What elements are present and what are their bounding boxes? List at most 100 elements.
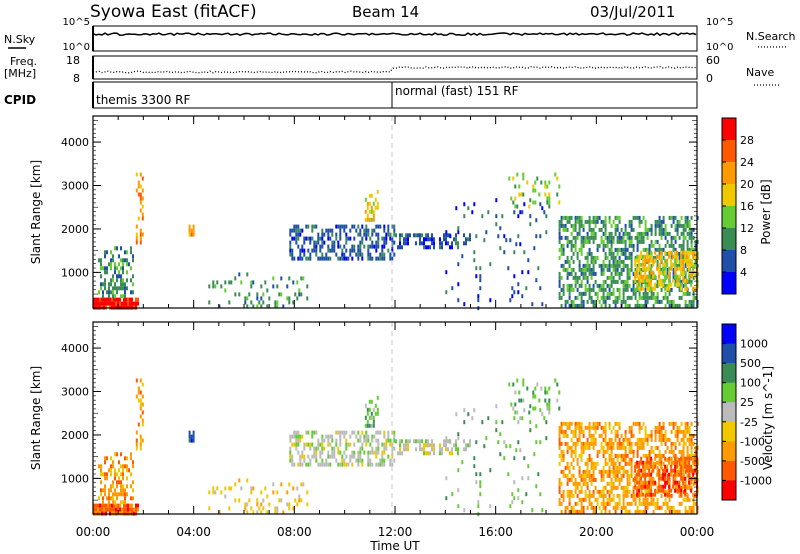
velocity-cell-999: [602, 445, 605, 450]
power-cell-780: [566, 239, 569, 244]
power-cell-176: [139, 192, 142, 197]
power-cell-1425: [672, 215, 675, 220]
power-cell-1613: [642, 258, 645, 263]
power-cell-312: [307, 236, 310, 241]
velocity-cell-807: [570, 461, 573, 466]
velocity-cell-244: [274, 510, 277, 515]
power-cell-494: [389, 256, 392, 261]
velocity-cell-1675: [662, 472, 665, 477]
power-cell-329: [315, 244, 318, 249]
power-cell-1437: [674, 227, 677, 232]
velocity-cell-61: [135, 507, 137, 512]
power-cell-1040: [608, 235, 611, 240]
velocity-cell-1285: [646, 453, 649, 458]
power-cell-1317: [650, 295, 653, 300]
power-cell-1091: [614, 295, 617, 300]
velocity-cell-94: [110, 464, 112, 469]
power-cell-121: [118, 262, 120, 267]
power-cell-1128: [620, 259, 623, 264]
power-cell-326: [313, 248, 316, 253]
power-colorbar-tick-label-1: 24: [740, 156, 754, 169]
power-cell-985: [600, 219, 603, 224]
velocity-cell-801: [570, 421, 573, 426]
velocity-cell-379: [339, 430, 342, 435]
velocity-cell-142: [124, 464, 126, 469]
power-cell-1233: [636, 303, 639, 308]
power-cell-582: [445, 241, 447, 246]
power-cell-609: [457, 230, 460, 235]
power-cell-1007: [602, 283, 605, 288]
velocity-cell-667: [523, 408, 526, 413]
power-cell-117: [116, 278, 118, 283]
power-cell-936: [590, 259, 593, 264]
power-cell-661: [517, 290, 520, 295]
power-cell-72: [100, 286, 102, 291]
power-cell-1423: [670, 299, 673, 304]
power-cell-1118: [618, 271, 621, 276]
power-cell-285: [295, 228, 298, 233]
power-cell-997: [602, 223, 605, 228]
power-cell-79: [104, 266, 106, 271]
power-cell-1746: [684, 282, 687, 287]
power-cell-1393: [664, 295, 667, 300]
power-cell-1727: [680, 254, 683, 259]
power-cell-549: [415, 241, 417, 246]
velocity-cell-267: [306, 490, 309, 495]
velocity-cell-43: [123, 503, 125, 508]
velocity-cell-557: [423, 447, 425, 452]
velocity-cell-889: [582, 505, 585, 510]
power-cell-943: [592, 215, 595, 220]
velocity-cell-1754: [688, 456, 691, 461]
power-cell-1596: [636, 286, 639, 291]
power-cell-219: [246, 272, 249, 277]
velocity-cell-535: [399, 451, 401, 456]
velocity-cell-315: [309, 442, 312, 447]
velocity-cell-1393: [664, 501, 667, 506]
power-cell-1652: [652, 274, 655, 279]
velocity-cell-1338: [656, 429, 659, 434]
power-cell-726: [554, 172, 557, 177]
velocity-cell-992: [600, 489, 603, 494]
power-cell-1645: [650, 270, 653, 275]
power-cell-486: [385, 240, 388, 245]
velocity-cell-1372: [662, 425, 665, 430]
velocity-cell-478: [383, 434, 386, 439]
power-cell-1707: [674, 250, 677, 255]
power-cell-1019: [604, 251, 607, 256]
power-cell-1509: [684, 275, 687, 280]
power-cell-781: [566, 243, 569, 248]
power-cell-1036: [606, 295, 609, 300]
power-cell-277: [291, 248, 294, 253]
power-cell-469: [379, 224, 382, 229]
velocity-cell-442: [367, 450, 370, 455]
power-cell-1238: [638, 235, 641, 240]
power-cell-1090: [614, 279, 617, 284]
power-cell-451: [371, 232, 374, 237]
power-cell-481: [383, 244, 386, 249]
velocity-cell-327: [315, 430, 318, 435]
velocity-cell-1752: [686, 484, 689, 489]
power-cell-625: [477, 294, 480, 299]
velocity-cell-1589: [634, 484, 637, 489]
velocity-cell-179: [139, 414, 142, 419]
power-cell-175: [139, 184, 142, 189]
power-cell-908: [586, 259, 589, 264]
velocity-cell-339: [319, 462, 322, 467]
power-cell-1160: [624, 299, 627, 304]
figure-title: Syowa East (fitACF): [90, 2, 257, 22]
power-cell-1760: [688, 274, 691, 279]
cpid-segment-2: normal (fast) 151 RF: [395, 84, 519, 98]
power-cell-1416: [670, 235, 673, 240]
velocity-cell-857: [578, 469, 581, 474]
power-cell-857: [578, 263, 581, 268]
velocity-cell-928: [588, 497, 591, 502]
power-cell-1385: [664, 235, 667, 240]
velocity-cell-123: [118, 480, 120, 485]
velocity-cell-1249: [640, 445, 643, 450]
power-cell-458: [375, 232, 378, 237]
velocity-cell-167: [135, 438, 138, 443]
velocity-cell-891: [584, 425, 587, 430]
power-cell-982: [598, 283, 601, 288]
power-cell-646: [503, 250, 506, 255]
velocity-cell-26: [111, 503, 113, 508]
